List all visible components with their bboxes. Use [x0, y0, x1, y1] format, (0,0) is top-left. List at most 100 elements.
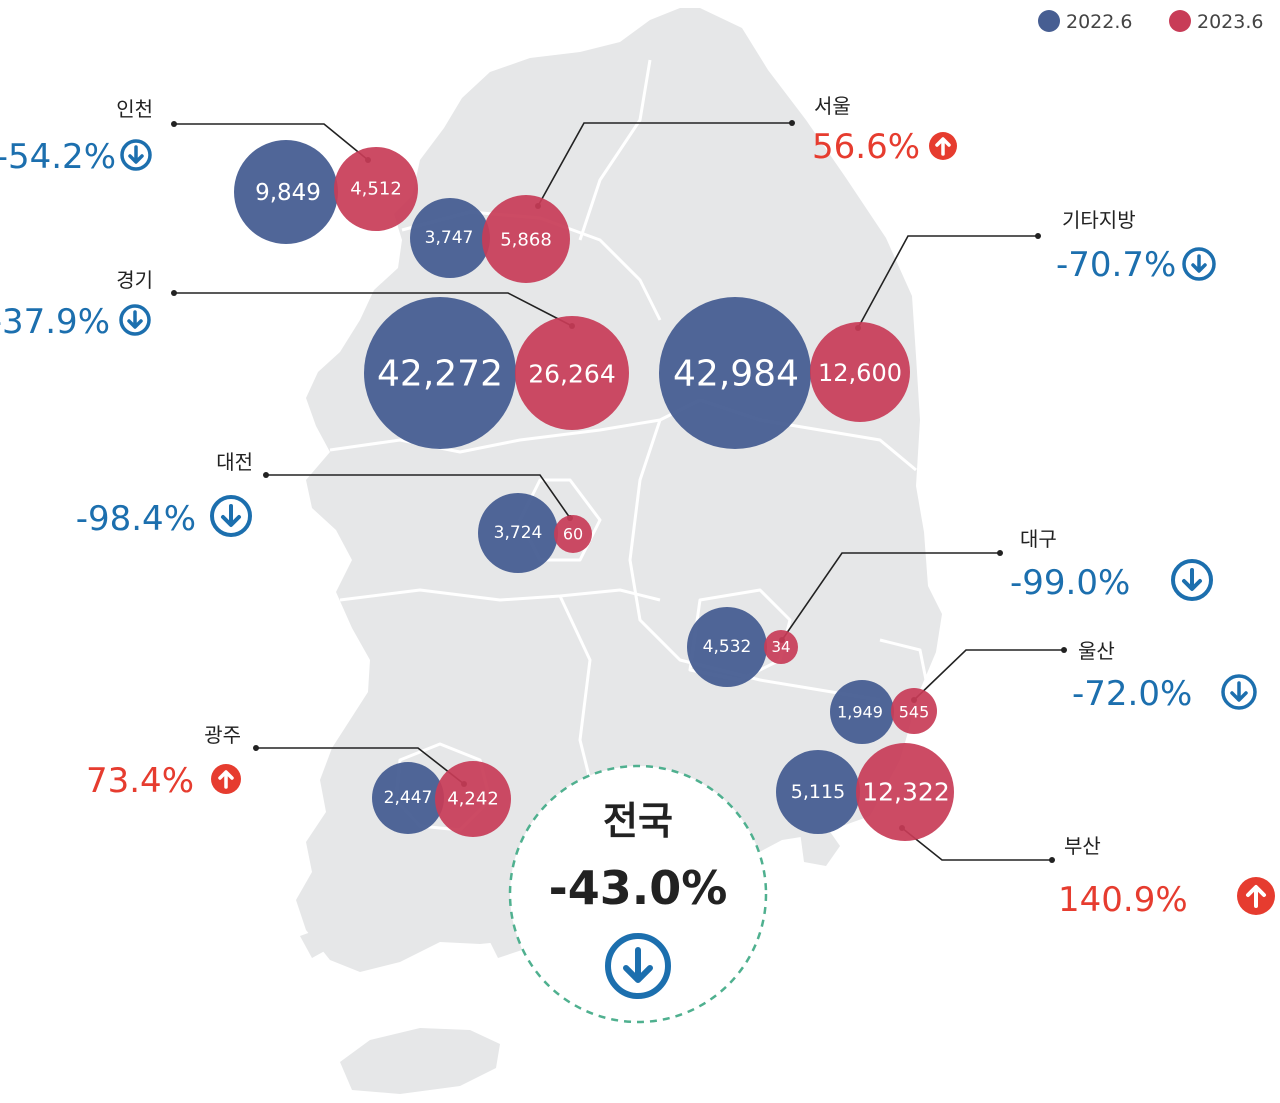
region-name-gwangju: 광주 [204, 723, 241, 747]
value-2022-incheon: 9,849 [255, 180, 321, 206]
down-arrow-icon [1182, 247, 1216, 281]
national-title: 전국 [603, 799, 673, 843]
bubble-pair-gwangju: 2,447 4,242 [372, 761, 511, 837]
bubble-pair-busan: 5,115 12,322 [776, 743, 954, 841]
change-busan: 140.9% [1058, 880, 1188, 920]
legend-swatch-2023 [1169, 10, 1191, 32]
bubble-pair-daejeon: 3,724 60 [478, 493, 592, 573]
value-2022-gyeonggi: 42,272 [377, 354, 503, 395]
down-arrow-icon [605, 933, 671, 999]
down-arrow-icon [1221, 674, 1257, 710]
bubble-pair-gyeonggi: 42,272 26,264 [364, 297, 629, 449]
value-2022-gwangju: 2,447 [384, 788, 433, 808]
value-2023-seoul: 5,868 [500, 230, 552, 251]
bubble-2023-daejeon [554, 515, 592, 553]
change-seoul: 56.6% [812, 127, 920, 167]
down-arrow-icon [120, 139, 152, 171]
bubble-pair-daegu: 4,532 34 [687, 607, 798, 687]
bubble-2023-gwangju [435, 761, 511, 837]
national-summary: 전국 -43.0% [508, 764, 768, 1024]
island-sw-1 [300, 928, 330, 958]
label-busan: 부산 140.9% [1058, 834, 1275, 920]
bubble-2022-daegu [687, 607, 767, 687]
bubbles: 9,849 4,512 3,747 5,868 42,272 26,264 42… [234, 140, 954, 841]
value-2023-ulsan: 545 [899, 703, 930, 722]
value-2022-seoul: 3,747 [425, 228, 474, 248]
up-arrow-icon [929, 132, 957, 160]
label-ulsan: 울산 -72.0% [1072, 639, 1257, 714]
value-2022-busan: 5,115 [791, 781, 845, 803]
change-daejeon: -98.4% [76, 499, 196, 539]
legend-item-2022: 2022.6 [1038, 10, 1132, 33]
value-2023-daegu: 34 [771, 638, 790, 656]
value-2022-local: 42,984 [673, 354, 799, 395]
region-name-incheon: 인천 [116, 97, 153, 121]
region-name-local: 기타지방 [1062, 208, 1136, 232]
change-local: -70.7% [1056, 245, 1176, 285]
jeju-island [340, 1028, 500, 1094]
label-gyeonggi: 경기 -37.9% [0, 268, 153, 342]
bubble-2023-incheon [334, 147, 418, 231]
bubble-2022-busan [776, 750, 860, 834]
region-name-daejeon: 대전 [216, 450, 253, 474]
region-name-seoul: 서울 [814, 94, 851, 118]
label-local: 기타지방 -70.7% [1056, 208, 1216, 285]
bubble-2022-incheon [234, 140, 338, 244]
up-arrow-icon [211, 764, 241, 794]
bubble-pair-ulsan: 1,949 545 [830, 680, 937, 744]
value-2023-daejeon: 60 [563, 525, 583, 544]
label-seoul: 서울 56.6% [812, 94, 957, 167]
legend-label-2022: 2022.6 [1066, 11, 1132, 33]
value-2023-local: 12,600 [818, 359, 902, 387]
change-daegu: -99.0% [1010, 563, 1130, 603]
label-incheon: 인천 -54.2% [0, 97, 153, 177]
label-daejeon: 대전 -98.4% [76, 450, 253, 539]
value-2022-daegu: 4,532 [703, 637, 752, 657]
bubble-2022-daejeon [478, 493, 558, 573]
bubble-2023-gyeonggi [515, 316, 629, 430]
change-incheon: -54.2% [0, 137, 116, 177]
bubble-2022-local [659, 297, 811, 449]
bubble-2023-seoul [482, 195, 570, 283]
bubble-2023-busan [856, 743, 954, 841]
legend-item-2023: 2023.6 [1169, 10, 1263, 33]
value-2022-ulsan: 1,949 [837, 703, 883, 722]
bubble-2023-daegu [764, 630, 798, 664]
down-arrow-icon [210, 495, 252, 537]
down-arrow-icon [119, 304, 151, 336]
region-name-busan: 부산 [1064, 834, 1101, 858]
legend: 2022.6 2023.6 [1038, 10, 1263, 33]
up-arrow-icon [1237, 877, 1275, 915]
label-gwangju: 광주 73.4% [86, 723, 241, 801]
region-name-ulsan: 울산 [1078, 639, 1115, 663]
legend-swatch-2022 [1038, 10, 1060, 32]
national-change: -43.0% [549, 861, 728, 915]
bubble-2022-seoul [410, 198, 490, 278]
region-name-daegu: 대구 [1020, 527, 1057, 551]
value-2023-busan: 12,322 [862, 778, 949, 807]
legend-label-2023: 2023.6 [1197, 11, 1263, 33]
change-ulsan: -72.0% [1072, 674, 1192, 714]
down-arrow-icon [1171, 559, 1213, 601]
value-2023-incheon: 4,512 [350, 179, 402, 200]
value-2023-gwangju: 4,242 [447, 789, 499, 810]
bubble-2023-ulsan [891, 688, 937, 734]
bubble-2023-local [810, 322, 910, 422]
bubble-2022-gwangju [372, 762, 444, 834]
region-labels: 인천 -54.2% 서울 56.6% 경기 -37.9% [0, 94, 1275, 920]
value-2022-daejeon: 3,724 [494, 523, 543, 543]
bubble-pair-seoul: 3,747 5,868 [410, 195, 570, 283]
bubble-2022-ulsan [830, 680, 894, 744]
change-gyeonggi: -37.9% [0, 302, 110, 342]
bubble-pair-local: 42,984 12,600 [659, 297, 910, 449]
bubble-pair-incheon: 9,849 4,512 [234, 140, 418, 244]
value-2023-gyeonggi: 26,264 [528, 360, 615, 389]
label-daegu: 대구 -99.0% [1010, 527, 1213, 603]
bubble-2022-gyeonggi [364, 297, 516, 449]
island-sw-2 [486, 930, 522, 958]
geoje-island [800, 826, 840, 866]
national-circle [508, 764, 768, 1024]
region-name-gyeonggi: 경기 [116, 268, 153, 292]
